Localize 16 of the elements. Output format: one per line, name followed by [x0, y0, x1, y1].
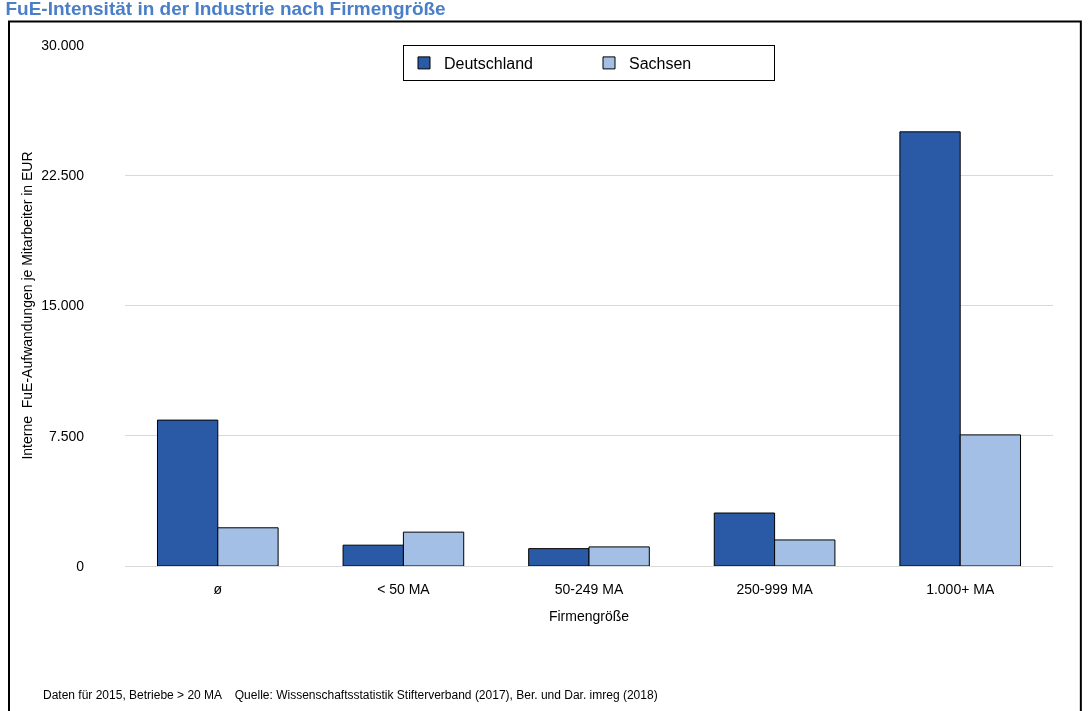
y-tick-label: 0: [76, 557, 85, 574]
x-tick-label: 250-999 MA: [736, 580, 814, 597]
x-tick-label: 1.000+ MA: [926, 580, 995, 597]
x-tick-label: ø: [213, 580, 223, 597]
y-tick-label: 7.500: [48, 427, 85, 444]
x-tick-label: 50-249 MA: [554, 580, 624, 597]
chart-title: FuE-Intensität in der Industrie nach Firmengröße: [5, 0, 446, 20]
x-tick-label: < 50 MA: [377, 580, 431, 597]
y-tick-label: 22.500: [41, 167, 85, 184]
legend-label: Deutschland: [444, 55, 533, 73]
y-tick-label: 30.000: [41, 36, 85, 53]
y-tick-label: 15.000: [41, 297, 85, 314]
x-axis-title: Firmengröße: [548, 608, 630, 625]
legend-label: Sachsen: [629, 55, 692, 73]
text: Daten für 2015, Betriebe > 20 MA Quelle: Wissenschaftsstatistik Stifterverband (2017), Ber. und Dar. imreg (2018): [43, 688, 658, 702]
y-axis-title: Interne FuE-Aufwandungen je Mitarbeiter in EUR: [18, 151, 35, 460]
